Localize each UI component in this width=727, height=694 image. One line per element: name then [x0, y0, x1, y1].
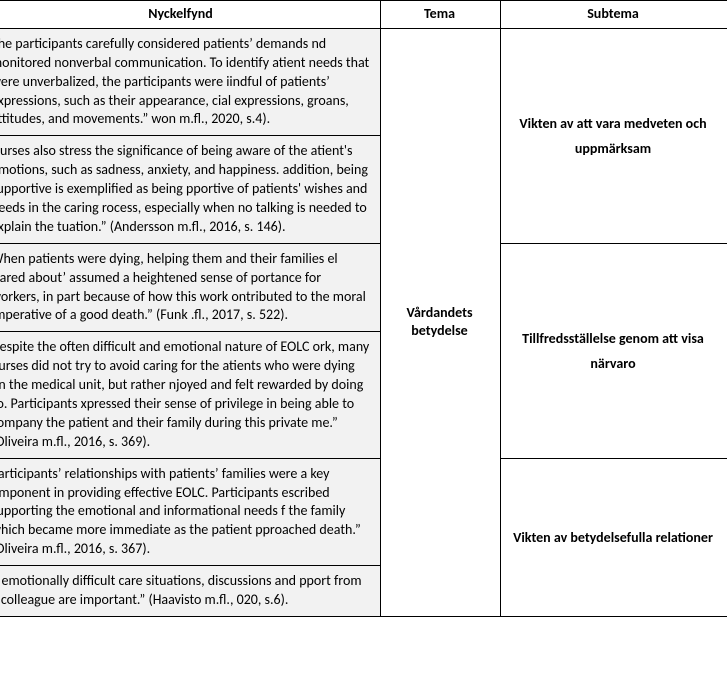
col-header-sub: Subtema	[501, 1, 727, 29]
key-finding-cell: The participants carefully considered pa…	[0, 28, 381, 135]
col-header-theme: Tema	[381, 1, 501, 29]
key-finding-cell: Participants’ relationships with patient…	[0, 458, 381, 565]
table-row: The participants carefully considered pa…	[0, 28, 727, 135]
key-finding-cell: n emotionally difficult care situations,…	[0, 566, 381, 617]
theme-cell: Vårdandets betydelse	[381, 28, 501, 616]
subtheme-cell: Vikten av att vara medveten och uppmärks…	[501, 28, 727, 243]
table-row: When patients were dying, helping them a…	[0, 243, 727, 332]
key-finding-cell: Nurses also stress the significance of b…	[0, 136, 381, 243]
col-header-key: Nyckelfynd	[0, 1, 381, 29]
subtheme-cell: Vikten av betydelsefulla relationer	[501, 458, 727, 616]
table-wrapper: Nyckelfynd Tema Subtema The participants…	[0, 0, 727, 617]
subtheme-cell: Tillfredsställelse genom att visa närvar…	[501, 243, 727, 458]
analysis-table: Nyckelfynd Tema Subtema The participants…	[0, 0, 727, 617]
key-finding-cell: When patients were dying, helping them a…	[0, 243, 381, 332]
table-header-row: Nyckelfynd Tema Subtema	[0, 1, 727, 29]
key-finding-cell: Despite the often difficult and emotiona…	[0, 332, 381, 458]
table-row: Participants’ relationships with patient…	[0, 458, 727, 565]
